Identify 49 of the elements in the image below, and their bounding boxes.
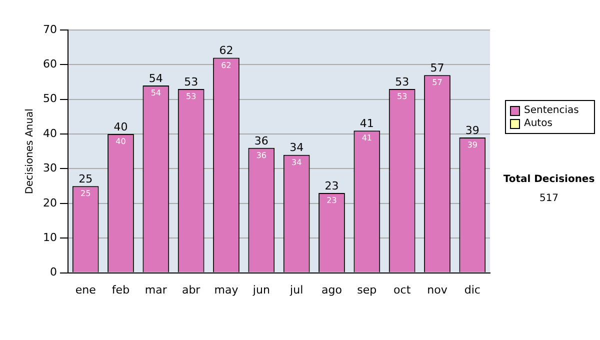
x-tick-label: dic [464,283,480,296]
annotation: 36 [254,134,268,148]
y-tick-label: 30 [42,162,57,175]
legend-label: Sentencias [524,104,579,117]
annotation: 53 [184,75,198,88]
annotation: 25 [78,172,93,186]
annotation: 53 [395,75,410,88]
x-tick-label: abr [182,283,201,296]
data-label: 57 [432,78,442,88]
annotation: 54 [148,72,163,85]
y-axis-title: Decisiones Anual [24,108,36,194]
x-tick-label: nov [427,283,448,296]
data-label: 53 [186,92,196,102]
data-label: 41 [362,134,372,143]
text: Total Decisiones [502,174,596,185]
x-tick-label: ago [322,283,342,296]
x-tick-label: ene [75,283,96,296]
annotation: 23 [324,179,339,192]
y-tick-label: 20 [42,196,57,210]
data-label: 25 [80,189,91,198]
text: 517 [538,193,560,204]
x-tick-label: sep [357,283,377,296]
annotation: 57 [430,61,444,74]
x-tick-label: oct [394,283,412,296]
annotation: 34 [290,141,304,154]
y-tick-label: 10 [42,230,57,244]
annotation: 41 [360,116,374,130]
data-label: 23 [326,196,337,206]
y-tick-label: 0 [50,266,57,279]
x-tick-label: feb [112,283,130,296]
data-label: 34 [291,158,302,167]
annotation: 39 [465,124,480,137]
data-label: 54 [150,88,162,98]
legend-label: Autos [524,117,552,130]
data-label: 62 [221,60,232,70]
data-label: 53 [396,92,408,102]
data-label: 36 [256,151,267,160]
y-tick-label: 60 [42,58,57,71]
y-tick-label: 40 [42,126,57,140]
annotation: 40 [114,120,128,134]
annotation: 62 [219,44,234,58]
x-tick-label: may [214,283,239,296]
data-label: 39 [467,140,478,150]
y-tick-label: 70 [42,22,57,36]
x-tick-label: jun [252,283,270,296]
x-tick-label: mar [144,283,168,296]
x-tick-label: jul [289,283,304,296]
data-label: 40 [116,137,126,146]
y-tick-label: 50 [42,92,57,106]
